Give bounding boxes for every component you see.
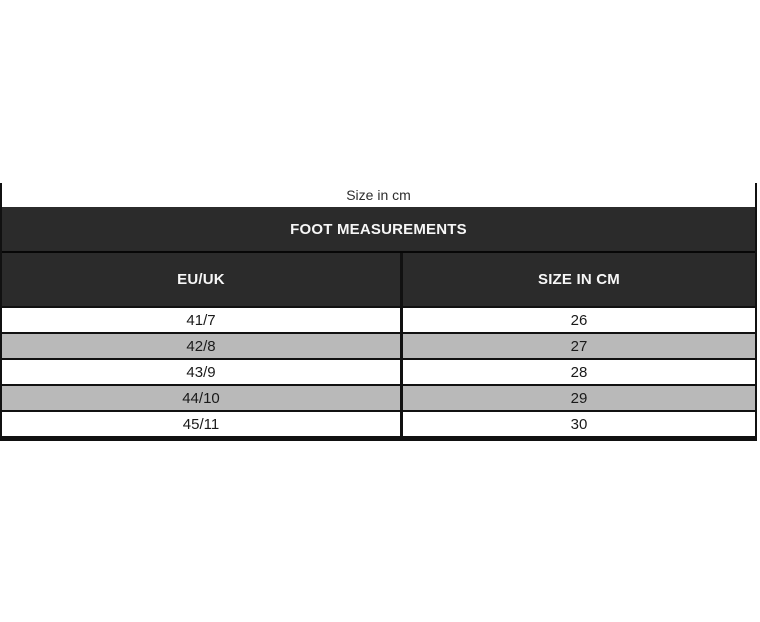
cell-eu-uk: 44/10	[2, 386, 400, 410]
column-header-eu-uk-label: EU/UK	[177, 271, 225, 288]
column-header-eu-uk: EU/UK	[2, 253, 400, 306]
table-row: 41/7 26	[2, 306, 755, 332]
cell-size-cm-value: 27	[570, 337, 588, 355]
cell-size-cm-value: 29	[570, 389, 588, 407]
cell-size-cm-value: 26	[570, 311, 588, 329]
column-header-size-cm: SIZE IN CM	[400, 253, 755, 306]
column-header-row: EU/UK SIZE IN CM	[2, 253, 755, 306]
size-unit-note: Size in cm	[2, 183, 755, 207]
cell-eu-uk-value: 44/10	[182, 389, 220, 407]
cell-eu-uk: 41/7	[2, 308, 400, 332]
size-unit-note-label: Size in cm	[346, 187, 411, 203]
cell-size-cm-value: 30	[570, 415, 588, 433]
cell-size-cm: 28	[400, 360, 755, 384]
cell-size-cm-value: 28	[570, 363, 588, 381]
cell-eu-uk-value: 45/11	[182, 415, 220, 433]
cell-size-cm: 27	[400, 334, 755, 358]
cell-eu-uk-value: 41/7	[186, 311, 216, 329]
table-row: 44/10 29	[2, 384, 755, 410]
cell-size-cm: 26	[400, 308, 755, 332]
column-header-size-cm-label: SIZE IN CM	[537, 271, 620, 288]
cell-size-cm: 30	[400, 412, 755, 436]
table-title: FOOT MEASUREMENTS	[290, 220, 467, 238]
table-row: 43/9 28	[2, 358, 755, 384]
size-chart-table: Size in cm FOOT MEASUREMENTS EU/UK SIZE …	[0, 183, 757, 441]
cell-eu-uk-value: 43/9	[186, 363, 216, 381]
table-row: 42/8 27	[2, 332, 755, 358]
cell-eu-uk: 43/9	[2, 360, 400, 384]
cell-eu-uk: 42/8	[2, 334, 400, 358]
cell-size-cm: 29	[400, 386, 755, 410]
cell-eu-uk-value: 42/8	[186, 337, 216, 355]
cell-eu-uk: 45/11	[2, 412, 400, 436]
table-title-band: FOOT MEASUREMENTS	[2, 207, 755, 253]
table-row: 45/11 30	[2, 410, 755, 436]
